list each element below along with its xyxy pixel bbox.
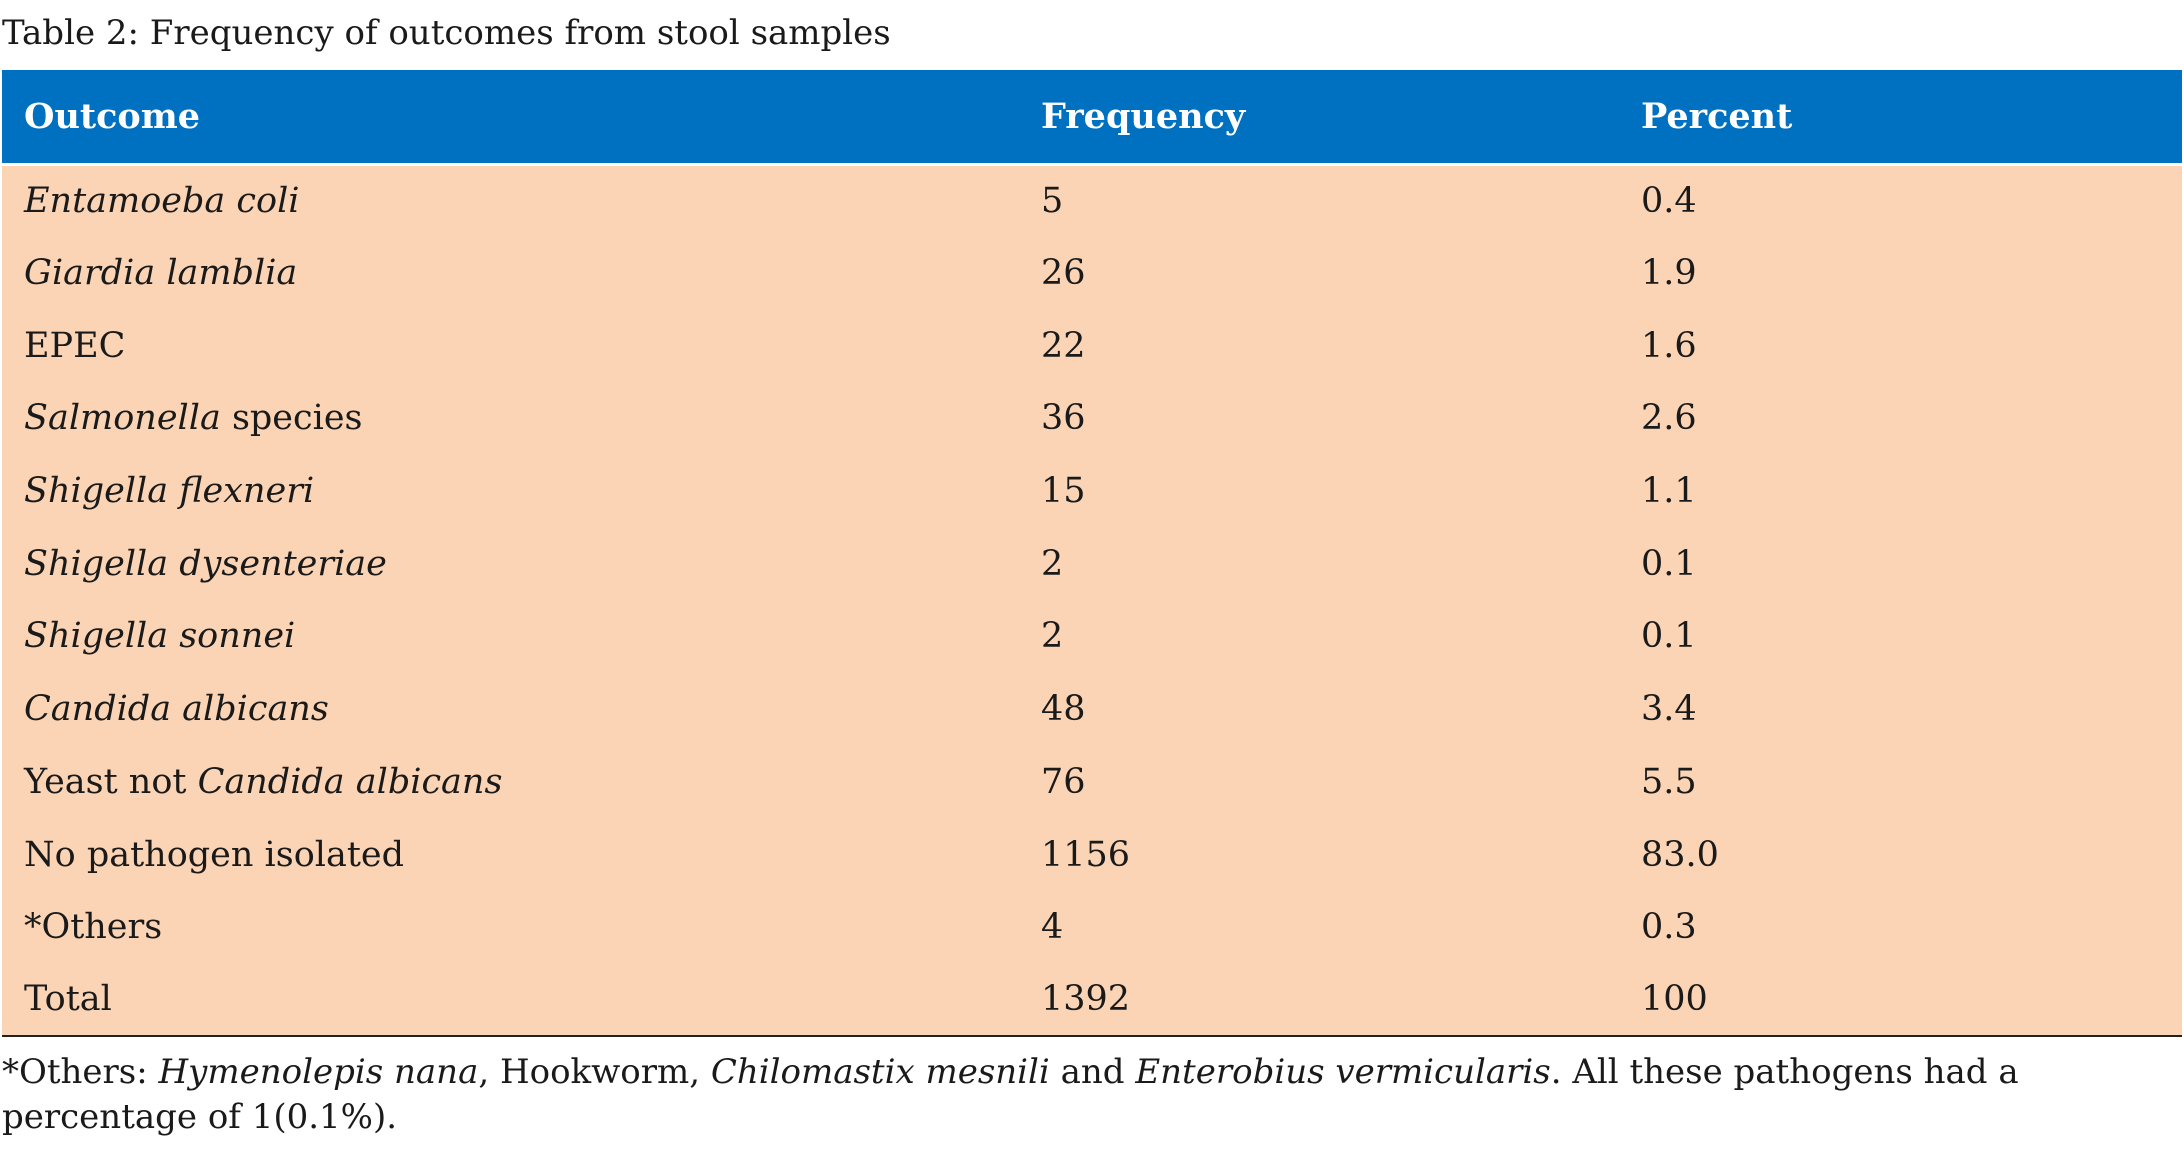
table-row: Shigella dysenteriae 2 0.1 <box>2 527 2182 600</box>
outcome-text: Total <box>24 979 112 1020</box>
outcome-cell: No pathogen isolated <box>2 818 1019 891</box>
table-body: Entamoeba coli 5 0.4 Giardia lamblia 26 1.9 EP… <box>2 162 2182 1038</box>
frequency-cell: 1156 <box>1041 834 1131 875</box>
outcome-cell: Total <box>2 963 1019 1038</box>
outcome-organism-name: Giardia lamblia <box>24 253 298 294</box>
percent-cell: 100 <box>1619 963 2182 1038</box>
footnote-text: and <box>1049 1052 1136 1092</box>
outcome-cell: Shigella flexneri <box>2 455 1019 528</box>
table-row: Total 1392 100 <box>2 963 2182 1038</box>
frequency-cell: 15 <box>1041 471 1086 512</box>
outcome-text: Yeast not <box>24 761 198 802</box>
outcome-organism-name: Salmonella <box>24 398 221 439</box>
outcome-cell: Salmonella species <box>2 382 1019 455</box>
table-caption: Table 2: Frequency of outcomes from stoo… <box>2 13 891 53</box>
frequency-cell: 48 <box>1041 689 1086 730</box>
outcome-organism-name: Candida albicans <box>197 761 503 802</box>
outcome-suffix: species <box>220 398 363 439</box>
table-row: Shigella sonnei 2 0.1 <box>2 600 2182 673</box>
percent-cell: 5.5 <box>1641 761 1697 802</box>
table-row: Salmonella species 36 2.6 <box>2 382 2182 455</box>
outcome-cell: Candida albicans <box>2 673 1019 746</box>
table-row: Giardia lamblia 26 1.9 <box>2 237 2182 310</box>
outcome-text: EPEC <box>24 325 126 366</box>
footnote-text: *Others: <box>2 1052 159 1092</box>
outcomes-table-container: Outcome Frequency Percent Entamoeba coli… <box>2 70 2182 1038</box>
outcome-organism-name: Shigella dysenteriae <box>24 543 387 584</box>
outcome-text: No pathogen isolated <box>24 834 405 875</box>
table-row: Yeast not Candida albicans 76 5.5 <box>2 746 2182 819</box>
percent-cell: 0.1 <box>1641 543 1697 584</box>
frequency-cell: 4 <box>1041 907 1064 948</box>
percent-cell: 1.6 <box>1641 325 1697 366</box>
percent-cell: 0.1 <box>1641 616 1697 657</box>
percent-cell: 1.9 <box>1641 253 1697 294</box>
footnote-organism-name: Hymenolepis nana <box>158 1052 479 1092</box>
outcome-cell: EPEC <box>2 309 1019 382</box>
footnote-organism-name: Enterobius vermicularis <box>1135 1052 1551 1092</box>
frequency-cell: 5 <box>1019 162 1619 237</box>
percent-cell: 83.0 <box>1641 834 1719 875</box>
percent-cell: 1.1 <box>1641 471 1697 512</box>
outcome-cell: *Others <box>2 891 1019 964</box>
outcome-cell: Giardia lamblia <box>2 237 1019 310</box>
outcome-cell: Yeast not Candida albicans <box>2 746 1019 819</box>
frequency-cell: 26 <box>1041 253 1086 294</box>
table-row: EPEC 22 1.6 <box>2 309 2182 382</box>
table-row: *Others 4 0.3 <box>2 891 2182 964</box>
outcome-text: *Others <box>24 907 163 948</box>
percent-cell: 3.4 <box>1641 689 1697 730</box>
frequency-cell: 2 <box>1041 543 1064 584</box>
table-row: Shigella flexneri 15 1.1 <box>2 455 2182 528</box>
footnote-organism-name: Chilomastix mesnili <box>710 1052 1050 1092</box>
outcome-organism-name: Shigella flexneri <box>24 471 315 512</box>
outcome-organism-name: Shigella sonnei <box>24 616 296 657</box>
frequency-cell: 22 <box>1041 325 1086 366</box>
percent-cell: 2.6 <box>1641 398 1697 439</box>
table-header: Outcome Frequency Percent <box>2 70 2182 164</box>
outcome-organism-name: Entamoeba coli <box>24 181 300 222</box>
table-footnote: *Others: Hymenolepis nana, Hookworm, Chi… <box>2 1050 2182 1140</box>
percent-cell: 0.4 <box>1619 162 2182 237</box>
outcome-organism-name: Candida albicans <box>24 689 329 730</box>
header-frequency: Frequency <box>1041 95 1246 137</box>
footnote-text: , Hookworm, <box>478 1052 711 1092</box>
header-percent: Percent <box>1641 95 1793 137</box>
header-outcome: Outcome <box>24 95 201 137</box>
frequency-cell: 1392 <box>1019 963 1619 1038</box>
table-row: No pathogen isolated 1156 83.0 <box>2 818 2182 891</box>
header-row: Outcome Frequency Percent <box>2 70 2182 164</box>
frequency-cell: 36 <box>1041 398 1086 439</box>
footnote-text: . All these pathogens had a percentage o… <box>2 1052 2019 1137</box>
outcomes-table: Outcome Frequency Percent Entamoeba coli… <box>2 70 2182 1038</box>
frequency-cell: 2 <box>1041 616 1064 657</box>
outcome-cell: Shigella dysenteriae <box>2 527 1019 600</box>
outcome-cell: Entamoeba coli <box>2 162 1019 237</box>
percent-cell: 0.3 <box>1641 907 1697 948</box>
table-row: Candida albicans 48 3.4 <box>2 673 2182 746</box>
outcome-cell: Shigella sonnei <box>2 600 1019 673</box>
frequency-cell: 76 <box>1041 761 1086 802</box>
table-row: Entamoeba coli 5 0.4 <box>2 162 2182 237</box>
